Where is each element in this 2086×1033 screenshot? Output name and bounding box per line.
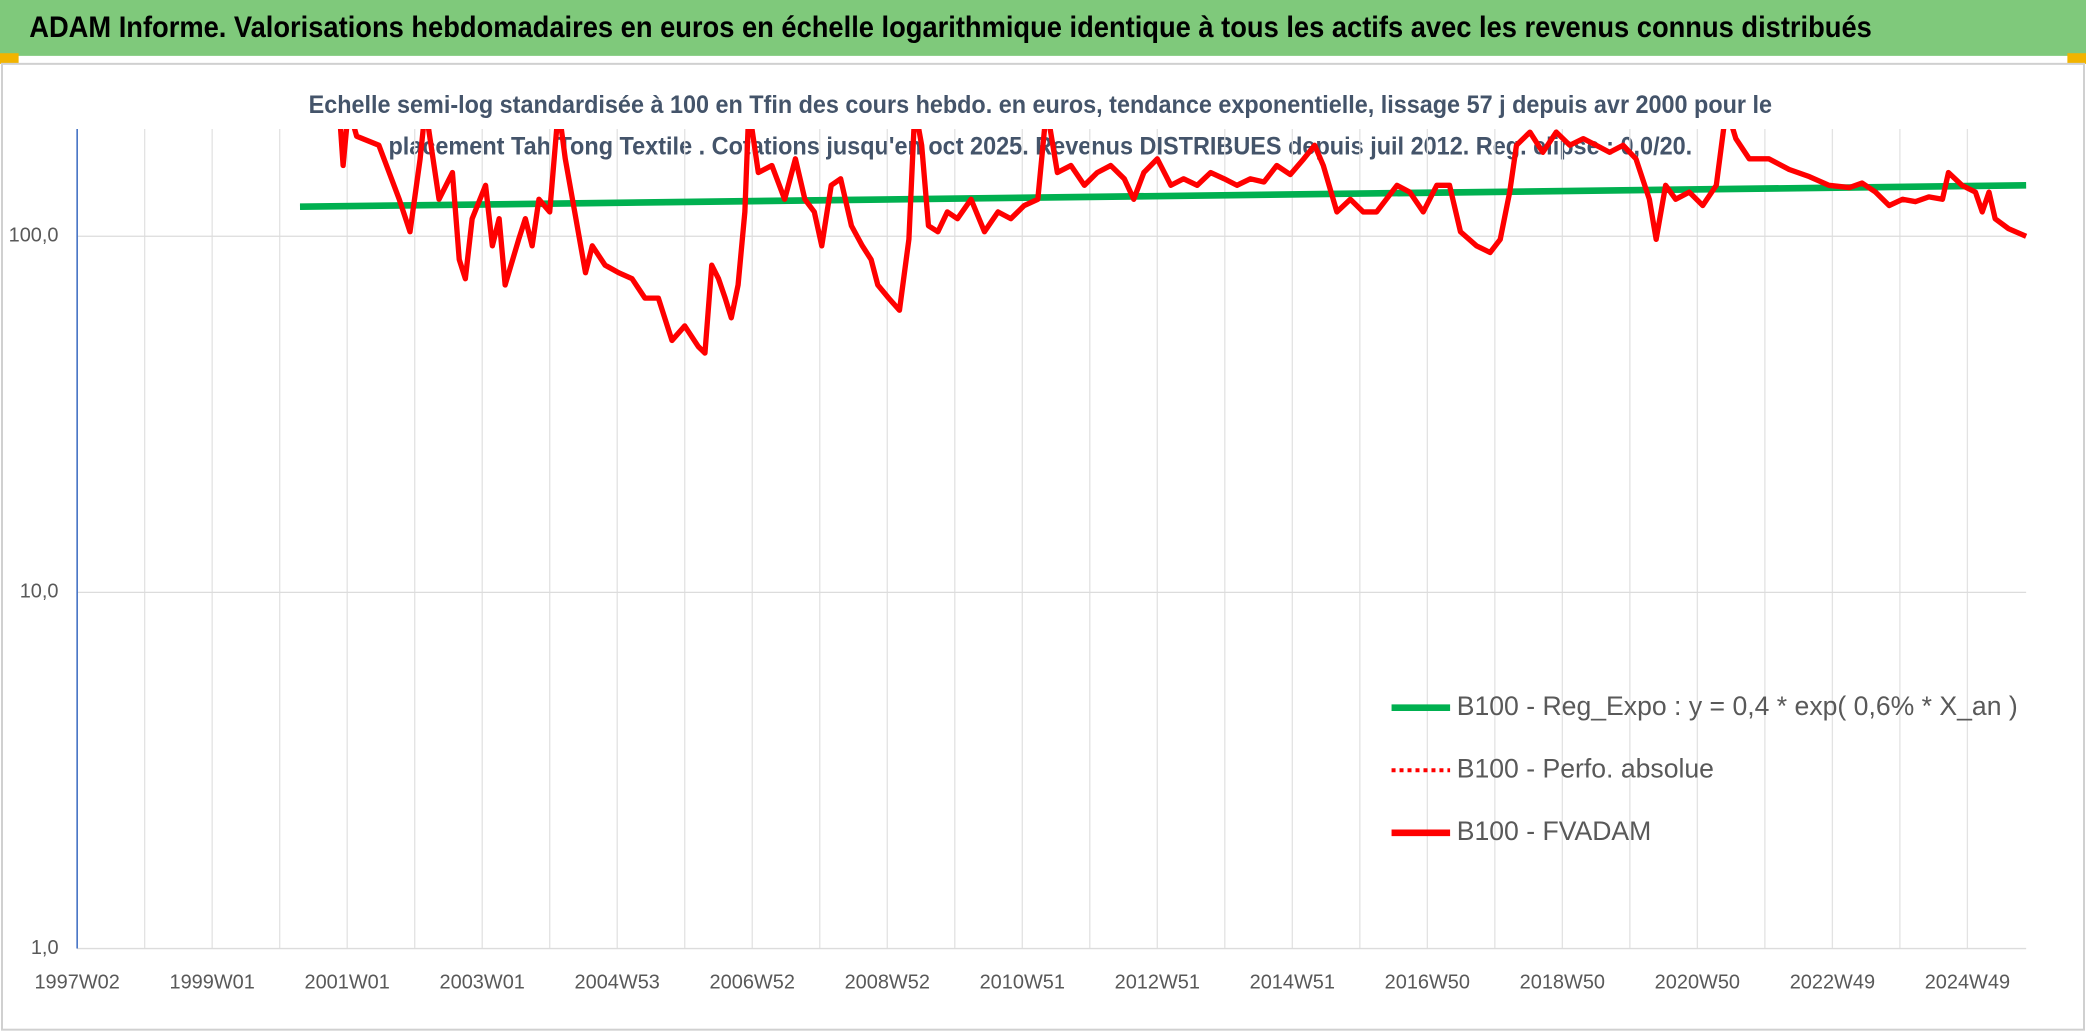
x-tick-label: 2022W49 [1790, 971, 1875, 993]
corner-mark [0, 53, 19, 64]
x-tick-label: 2024W49 [1925, 971, 2010, 993]
legend-label: B100 - Reg_Expo : y = 0,4 * exp( 0,6% * … [1457, 691, 2018, 721]
y-tick-label: 100,0 [9, 225, 59, 247]
subtitle: Echelle semi-log standardisée à 100 en T… [309, 91, 1772, 119]
title-bar [0, 0, 2086, 56]
plot-area [299, 129, 2028, 356]
corner-mark [2067, 53, 2086, 64]
x-tick-label: 2006W52 [710, 971, 795, 993]
panel-border [0, 62, 2086, 1031]
chart-title: ADAM Informe. Valorisations hebdomadaire… [29, 12, 1872, 44]
x-tick-label: 2003W01 [440, 971, 525, 993]
x-tick-label: 2018W50 [1520, 971, 1605, 993]
x-tick-label: 2001W01 [305, 971, 390, 993]
x-tick-label: 2010W51 [980, 971, 1065, 993]
x-tick-label: 2012W51 [1115, 971, 1200, 993]
x-tick-label: 2020W50 [1655, 971, 1740, 993]
y-tick-label: 10,0 [20, 581, 59, 603]
data-line [299, 181, 2027, 211]
y-tick-label: 1,0 [31, 937, 59, 959]
legend-label: B100 - FVADAM [1457, 816, 1652, 846]
x-tick-label: 2004W53 [575, 971, 660, 993]
legend-label: B100 - Perfo. absolue [1457, 753, 1714, 783]
x-tick-label: 2008W52 [845, 971, 930, 993]
x-tick-label: 2014W51 [1250, 971, 1335, 993]
data-line [337, 129, 2028, 356]
x-tick-label: 1997W02 [34, 971, 119, 993]
x-tick-label: 1999W01 [169, 971, 254, 993]
x-tick-label: 2016W50 [1385, 971, 1470, 993]
